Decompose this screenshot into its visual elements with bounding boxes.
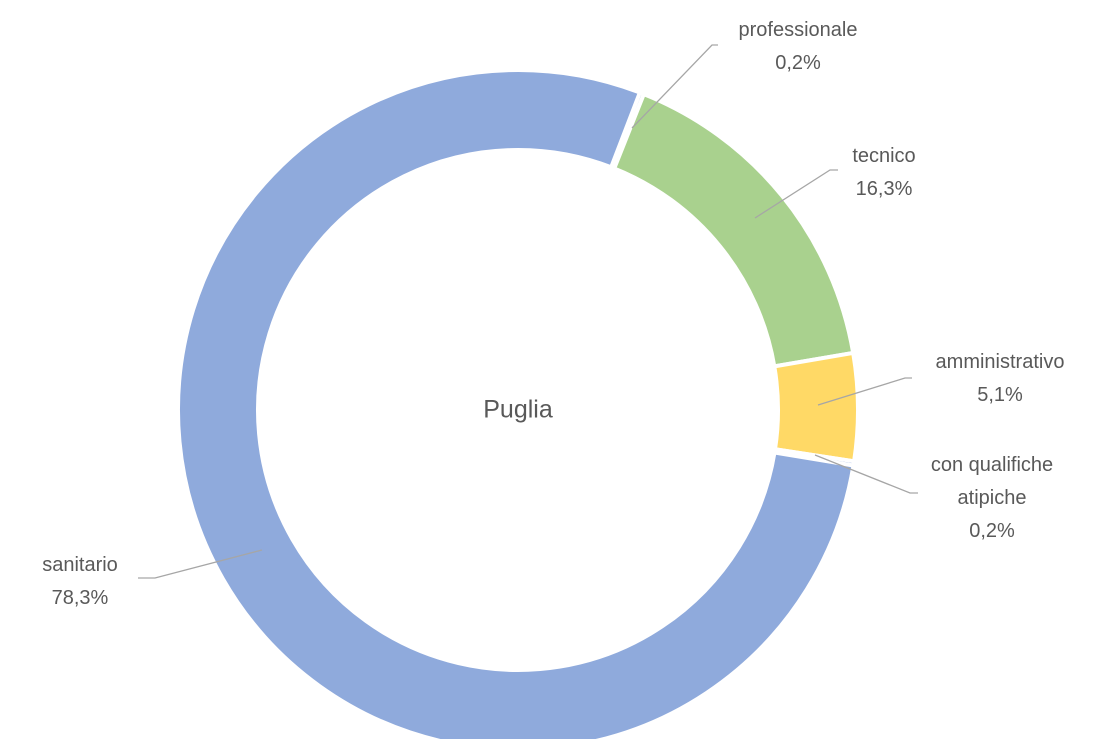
- leader-line: [631, 44, 718, 129]
- value-label: 78,3%: [51, 587, 109, 609]
- data-label: sanitario 78,3%: [42, 549, 118, 615]
- category-label: professionale: [738, 19, 858, 41]
- category-label: amministrativo: [935, 351, 1065, 373]
- donut-slice: [176, 68, 856, 739]
- data-label: tecnico 16,3%: [852, 140, 915, 206]
- category-label: tecnico: [852, 145, 916, 167]
- leader-line: [754, 169, 838, 219]
- value-label: 5,1%: [977, 384, 1023, 406]
- value-label: 16,3%: [855, 178, 913, 200]
- data-label: professionale 0,2%: [739, 14, 858, 80]
- leader-line: [814, 454, 918, 494]
- donut-slice: [611, 91, 856, 369]
- leader-line: [138, 549, 263, 579]
- leader-line: [817, 377, 912, 406]
- donut-slice: [772, 350, 860, 464]
- data-label: con qualifiche atipiche 0,2%: [917, 449, 1067, 548]
- chart-title: Puglia: [483, 395, 553, 424]
- data-label: amministrativo 5,1%: [936, 346, 1065, 412]
- value-label: 0,2%: [775, 52, 821, 74]
- category-label: con qualifiche atipiche: [930, 454, 1054, 509]
- category-label: sanitario: [42, 554, 118, 576]
- value-label: 0,2%: [969, 520, 1015, 542]
